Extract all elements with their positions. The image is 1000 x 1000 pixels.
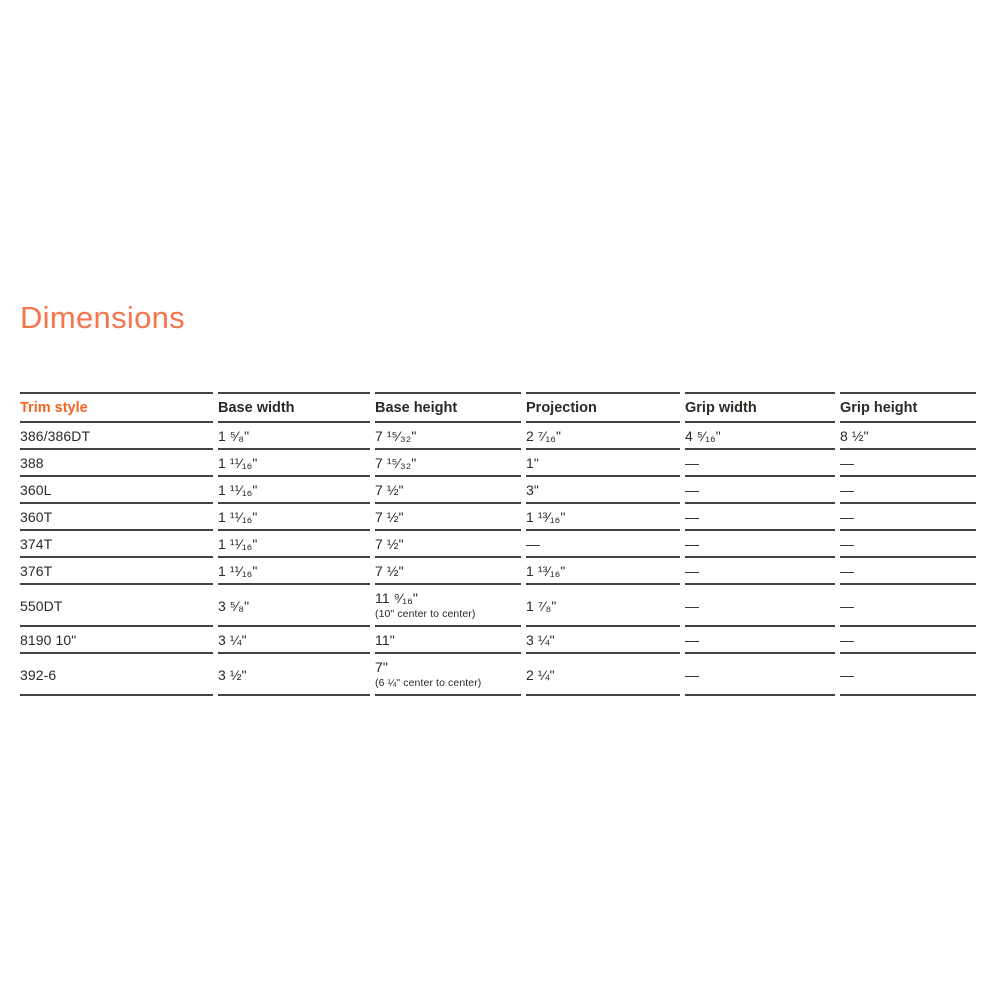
cell-base-height: 7 ½" [375, 477, 521, 505]
cell-projection: 2 ⁷⁄₁₆" [526, 423, 680, 451]
cell-grip-width: — [685, 585, 835, 628]
cell-base-height: 7 ½" [375, 558, 521, 586]
cell-projection: — [526, 531, 680, 559]
cell-base-height: 11" [375, 627, 521, 655]
cell-base-height: 7 ½" [375, 504, 521, 532]
column-header-base-width: Base width [218, 392, 370, 424]
cell-trim-style: 388 [20, 450, 213, 478]
cell-base-height: 7" (6 ¼" center to center) [375, 654, 521, 697]
cell-base-width: 1 ¹¹⁄₁₆" [218, 477, 370, 505]
cell-base-width: 3 ¼" [218, 627, 370, 655]
table-row-360t: 360T 1 ¹¹⁄₁₆" 7 ½" 1 ¹³⁄₁₆" — — [20, 504, 976, 532]
cell-base-height: 7 ½" [375, 531, 521, 559]
cell-base-width: 1 ¹¹⁄₁₆" [218, 558, 370, 586]
cell-note: (10" center to center) [375, 607, 476, 620]
cell-projection: 1" [526, 450, 680, 478]
table-row-388: 388 1 ¹¹⁄₁₆" 7 ¹⁵⁄₃₂" 1" — — [20, 450, 976, 478]
column-header-projection: Projection [526, 392, 680, 424]
cell-base-width: 1 ¹¹⁄₁₆" [218, 531, 370, 559]
cell-grip-height: — [840, 450, 976, 478]
cell-grip-width: — [685, 477, 835, 505]
column-header-grip-width: Grip width [685, 392, 835, 424]
cell-projection: 3 ¼" [526, 627, 680, 655]
cell-grip-height: — [840, 531, 976, 559]
cell-grip-height: — [840, 558, 976, 586]
cell-projection: 2 ¼" [526, 654, 680, 697]
table-row-360l: 360L 1 ¹¹⁄₁₆" 7 ½" 3" — — [20, 477, 976, 505]
page-title: Dimensions [20, 300, 185, 335]
table-row-376t: 376T 1 ¹¹⁄₁₆" 7 ½" 1 ¹³⁄₁₆" — — [20, 558, 976, 586]
cell-grip-height: 8 ½" [840, 423, 976, 451]
cell-grip-width: — [685, 450, 835, 478]
cell-grip-width: — [685, 531, 835, 559]
header-row: Trim style Base width Base height Projec… [20, 392, 976, 424]
table-row-550dt: 550DT 3 ⁵⁄₈" 11 ⁹⁄₁₆" (10" center to cen… [20, 585, 976, 628]
cell-trim-style: 376T [20, 558, 213, 586]
table-row-392-6: 392-6 3 ½" 7" (6 ¼" center to center) 2 … [20, 654, 976, 697]
cell-grip-width: — [685, 627, 835, 655]
cell-trim-style: 360T [20, 504, 213, 532]
cell-base-height: 7 ¹⁵⁄₃₂" [375, 450, 521, 478]
cell-projection: 1 ⁷⁄₈" [526, 585, 680, 628]
dimensions-table: Trim style Base width Base height Projec… [15, 392, 981, 697]
cell-base-height: 7 ¹⁵⁄₃₂" [375, 423, 521, 451]
cell-grip-width: 4 ⁵⁄₁₆" [685, 423, 835, 451]
cell-base-width: 3 ½" [218, 654, 370, 697]
table-row-386-386dt: 386/386DT 1 ⁵⁄₈" 7 ¹⁵⁄₃₂" 2 ⁷⁄₁₆" 4 ⁵⁄₁₆… [20, 423, 976, 451]
cell-base-height: 11 ⁹⁄₁₆" (10" center to center) [375, 585, 521, 628]
cell-grip-height: — [840, 627, 976, 655]
cell-projection: 3" [526, 477, 680, 505]
cell-base-width: 3 ⁵⁄₈" [218, 585, 370, 628]
cell-grip-width: — [685, 654, 835, 697]
cell-grip-height: — [840, 504, 976, 532]
cell-trim-style: 8190 10" [20, 627, 213, 655]
column-header-grip-height: Grip height [840, 392, 976, 424]
cell-value: 11 ⁹⁄₁₆" [375, 590, 418, 607]
document-page: Dimensions Trim style Base width Base he… [0, 300, 1000, 697]
cell-trim-style: 392-6 [20, 654, 213, 697]
column-header-trim-style: Trim style [20, 392, 213, 424]
cell-grip-height: — [840, 477, 976, 505]
cell-projection: 1 ¹³⁄₁₆" [526, 558, 680, 586]
cell-note: (6 ¼" center to center) [375, 676, 482, 689]
cell-value: 7" [375, 659, 388, 676]
cell-trim-style: 360L [20, 477, 213, 505]
table-row-374t: 374T 1 ¹¹⁄₁₆" 7 ½" — — — [20, 531, 976, 559]
cell-base-width: 1 ⁵⁄₈" [218, 423, 370, 451]
cell-base-width: 1 ¹¹⁄₁₆" [218, 504, 370, 532]
cell-trim-style: 386/386DT [20, 423, 213, 451]
cell-grip-height: — [840, 654, 976, 697]
cell-trim-style: 374T [20, 531, 213, 559]
cell-grip-height: — [840, 585, 976, 628]
cell-base-width: 1 ¹¹⁄₁₆" [218, 450, 370, 478]
table-row-8190-10: 8190 10" 3 ¼" 11" 3 ¼" — — [20, 627, 976, 655]
cell-grip-width: — [685, 504, 835, 532]
cell-projection: 1 ¹³⁄₁₆" [526, 504, 680, 532]
column-header-base-height: Base height [375, 392, 521, 424]
cell-trim-style: 550DT [20, 585, 213, 628]
cell-grip-width: — [685, 558, 835, 586]
